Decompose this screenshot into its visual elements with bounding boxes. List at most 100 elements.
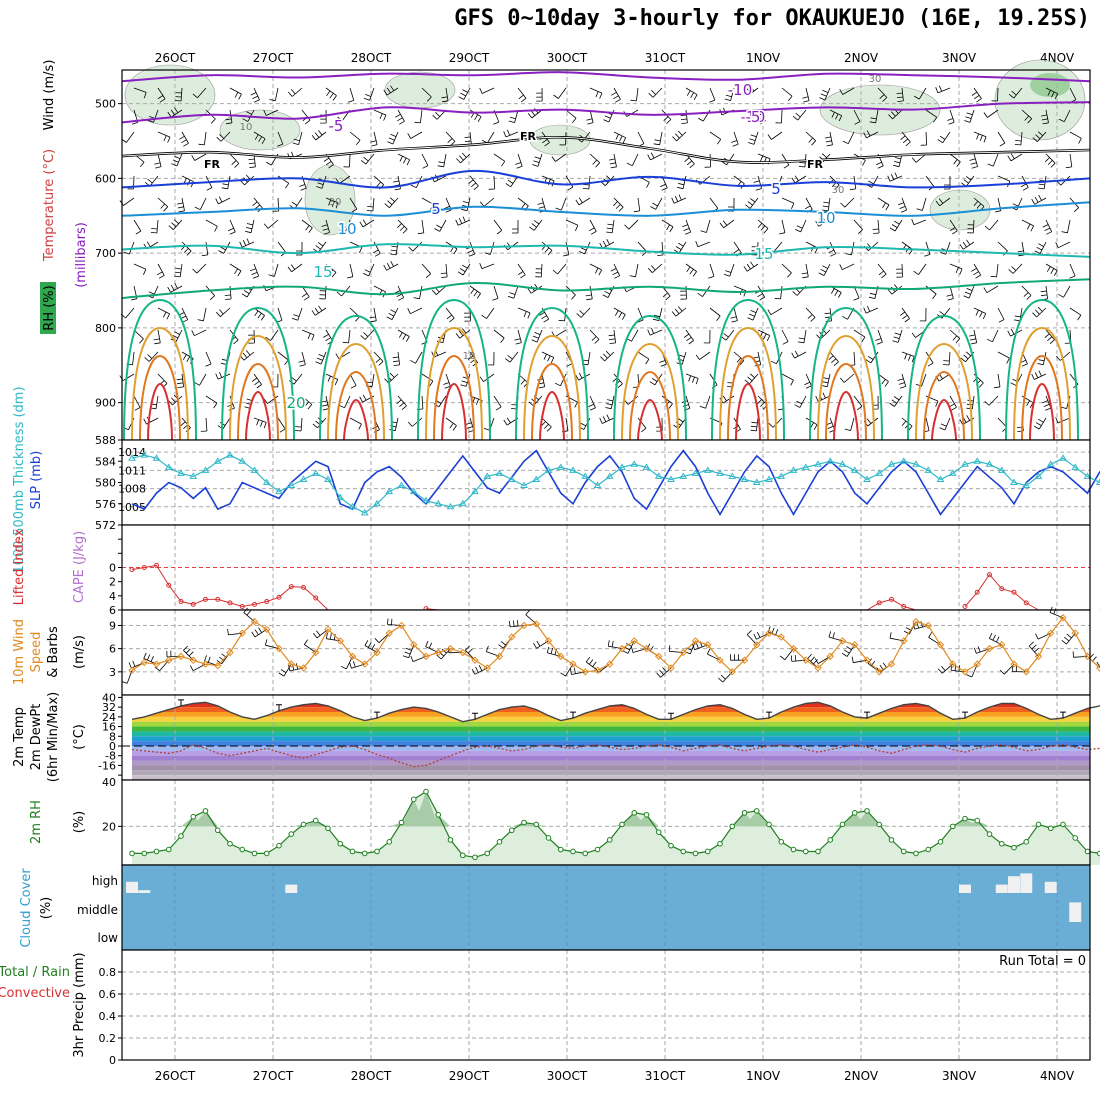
wind-barb: [943, 351, 951, 366]
rh-marker: [288, 831, 295, 837]
wind-barb: [872, 219, 880, 234]
date-label-top: 3NOV: [942, 51, 977, 65]
wind-speed-marker: [765, 629, 773, 637]
rh-marker: [998, 840, 1005, 847]
isotherm-label: -10: [728, 81, 753, 99]
wind-barb: [265, 329, 279, 341]
wind-barb: [311, 305, 327, 316]
isotherm-label: 5: [771, 180, 781, 198]
wind-barb: [1069, 263, 1076, 279]
rh-marker: [472, 854, 478, 861]
wind-barb: [455, 216, 471, 226]
wind-barb: [819, 87, 831, 101]
wind-barb: [653, 131, 663, 146]
wind-speed-marker: [936, 641, 945, 649]
wind-barb: [384, 372, 399, 384]
wind-barb: [731, 131, 739, 147]
temp-max-marker: [962, 711, 968, 719]
rh-peak-area: [193, 810, 218, 827]
surface-wind-barb: [326, 632, 341, 642]
wind-barb: [205, 219, 218, 232]
wind-speed-marker: [802, 656, 810, 664]
wind-barb: [245, 219, 255, 234]
wind-barb: [815, 217, 831, 227]
temp-max-marker: [766, 711, 772, 719]
temp-band: [132, 765, 1090, 771]
rh-marker: [753, 808, 760, 814]
wind-barb: [743, 261, 759, 272]
cloud-middle-bar: [1069, 902, 1082, 922]
wind-barb: [133, 87, 147, 99]
thickness-tick-label: 584: [95, 455, 116, 468]
slp-marker: [716, 469, 724, 476]
wind-tick-label: 9: [109, 619, 116, 632]
wind-barb: [949, 219, 958, 235]
surface-wind-barb: [288, 663, 304, 672]
surface-wind-barb: [364, 640, 378, 653]
slp-marker: [1010, 478, 1018, 485]
slp-marker: [985, 460, 994, 467]
rh-marker: [557, 846, 564, 853]
wind-barb: [791, 175, 807, 184]
lifted-index-marker: [227, 600, 233, 606]
wind-barb: [421, 373, 434, 387]
wind-barb: [925, 285, 937, 299]
wind-speed-marker: [152, 660, 161, 668]
thickness-bg: [122, 440, 1090, 525]
wind-barb: [197, 307, 207, 322]
wind-barb: [176, 373, 184, 388]
wind-barb: [700, 219, 711, 233]
rh-marker: [337, 840, 344, 847]
wind-barb: [292, 131, 303, 145]
convective-isotherm: [621, 342, 679, 441]
rh-marker: [423, 788, 429, 795]
wind-barb: [1007, 153, 1023, 162]
wind-barb: [479, 373, 495, 382]
wind-barb: [889, 219, 903, 232]
wind-barb: [1045, 153, 1056, 168]
cloud-cover-axis-label-line: Cloud Cover: [19, 868, 34, 948]
wind-barb: [997, 307, 1005, 323]
temp-band: [132, 741, 1090, 746]
rh-contour-label: 30: [869, 74, 882, 85]
wind-barb: [383, 261, 399, 271]
convective-isotherm: [719, 326, 777, 441]
slp-marker: [422, 496, 430, 504]
rh-peak-area: [426, 814, 451, 827]
wind-barb: [1042, 395, 1052, 411]
wind-barb: [748, 131, 759, 145]
date-label-top: 1NOV: [746, 51, 781, 65]
wind-barb: [1045, 87, 1059, 100]
isotherm-label: 15: [754, 245, 773, 263]
wind-barb: [719, 219, 735, 229]
wind-speed-marker: [324, 625, 332, 634]
wind-barb: [263, 219, 279, 229]
wind-barb: [445, 307, 455, 323]
temp-band: [132, 746, 1090, 751]
slp-marker: [434, 499, 443, 507]
wind-barb: [935, 85, 951, 94]
rh-marker: [153, 848, 160, 855]
wind-speed-marker: [434, 648, 442, 657]
lifted-index-marker: [166, 582, 172, 588]
rh-marker: [202, 808, 209, 814]
wind-barb: [551, 153, 567, 162]
wind-barb: [410, 351, 423, 364]
rh-marker: [974, 817, 981, 824]
pressure-tick-label: 900: [95, 397, 116, 410]
wind-barb: [973, 373, 984, 388]
slp-tick-label: 1011: [118, 464, 146, 477]
convective-isotherm: [417, 298, 491, 441]
isotherm-label: 10: [816, 209, 835, 227]
wind-speed-marker: [569, 660, 577, 668]
wind-speed-marker: [655, 652, 663, 661]
convective-isotherm: [825, 362, 867, 441]
wind-barb: [445, 417, 457, 431]
surface-wind-barb: [730, 654, 745, 661]
lifted-index-marker: [974, 589, 980, 595]
slp-marker: [250, 466, 259, 473]
rh-area: [132, 791, 1100, 865]
wind-barb: [263, 109, 279, 116]
wind-barb: [323, 153, 334, 169]
isotherm-5: [121, 169, 1091, 189]
